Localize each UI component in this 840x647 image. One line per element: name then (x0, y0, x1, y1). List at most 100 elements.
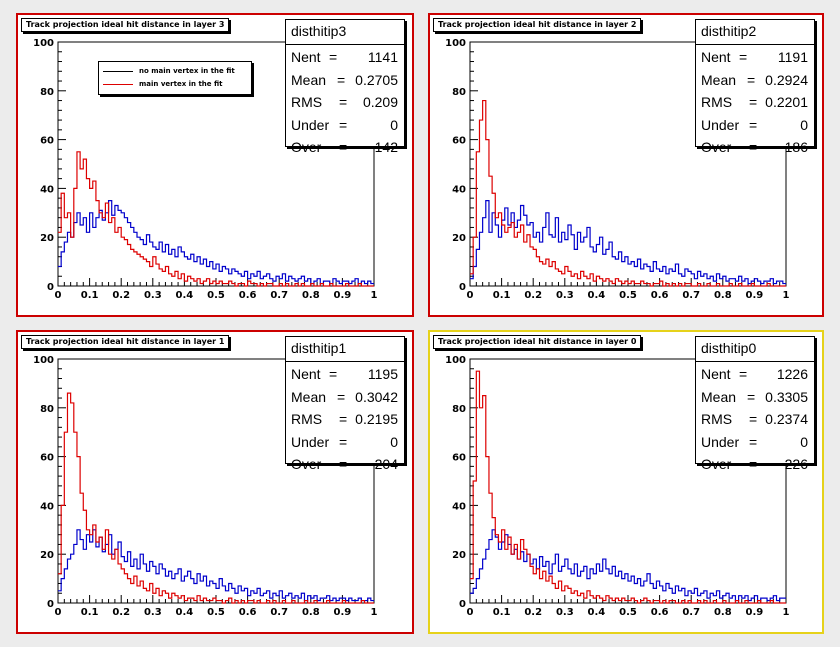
stats-label: Over (291, 139, 322, 155)
y-tick-label: 80 (40, 87, 54, 98)
stats-label: Mean (701, 388, 737, 405)
stats-equals: = (339, 94, 348, 110)
x-tick-label: 0 (467, 607, 474, 618)
stats-row-mean: Mean = 0.3042 (291, 387, 398, 407)
stats-row-under: Under = 0 (701, 115, 808, 135)
x-tick-label: 0.3 (144, 290, 162, 301)
stats-label: Nent (291, 49, 321, 65)
x-tick-label: 0.3 (556, 607, 574, 618)
stats-value: 0 (800, 433, 808, 450)
stats-value: 0 (800, 116, 808, 133)
histogram-svg-2: 0 0.1 0.2 0.3 0.4 0.5 0.6 0.7 0.8 0.9 1 0 20 40 60 80 10… (33, 355, 377, 618)
stats-row-rms: RMS = 0.2195 (291, 409, 398, 429)
x-tick-label: 0.5 (207, 607, 225, 618)
stats-equals: = (339, 456, 348, 472)
y-tick-label: 0 (459, 599, 466, 610)
x-tick-label: 0.1 (81, 607, 99, 618)
stats-value: 0.2705 (355, 71, 398, 88)
series-0-histogram (470, 200, 786, 285)
x-tick-label: 0.5 (619, 607, 637, 618)
x-tick-label: 0.4 (588, 607, 606, 618)
legend-swatch (103, 84, 133, 85)
y-tick-label: 60 (40, 453, 54, 464)
stats-equals: = (337, 388, 346, 405)
y-tick-label: 60 (40, 136, 54, 147)
y-tick-label: 60 (452, 453, 466, 464)
stats-row-over: Over = 204 (291, 454, 398, 474)
x-tick-label: 0.9 (746, 290, 764, 301)
stats-divider (696, 44, 814, 45)
x-tick-label: 0 (55, 290, 62, 301)
chart-pad-2[interactable]: 0 0.1 0.2 0.3 0.4 0.5 0.6 0.7 0.8 0.9 1 0 20 40 60 80 10… (16, 330, 414, 634)
y-tick-label: 40 (40, 501, 54, 512)
x-tick-label: 0.9 (334, 290, 352, 301)
x-tick-label: 0.3 (556, 290, 574, 301)
x-tick-label: 0.4 (176, 290, 194, 301)
stats-label: RMS (701, 94, 733, 110)
stats-name: disthitip0 (701, 340, 757, 356)
legend-label: main vertex in the fit (139, 80, 223, 88)
stats-value: 0.3305 (765, 388, 808, 405)
stats-label: RMS (291, 411, 323, 427)
stats-row-rms: RMS = 0.2201 (701, 92, 808, 112)
x-tick-label: 0.2 (524, 290, 542, 301)
stats-row-over: Over = 186 (701, 137, 808, 157)
stats-equals: = (747, 388, 756, 405)
stats-label: Under (701, 433, 740, 450)
stats-name: disthitip3 (291, 23, 347, 39)
stats-value: 0 (390, 433, 398, 450)
y-tick-label: 100 (33, 38, 54, 49)
stats-row-under: Under = 0 (701, 432, 808, 452)
x-tick-label: 0 (467, 290, 474, 301)
histogram-svg-0: 0 0.1 0.2 0.3 0.4 0.5 0.6 0.7 0.8 0.9 1 0 20 40 60 80 10… (33, 38, 377, 301)
x-tick-label: 0.7 (682, 607, 700, 618)
chart-title: Track projection ideal hit distance in l… (21, 335, 230, 349)
stats-row-nent: Nent = 1195 (291, 364, 398, 384)
y-tick-label: 20 (40, 550, 54, 561)
stats-label: Mean (701, 71, 737, 88)
x-tick-label: 0.5 (207, 290, 225, 301)
y-tick-label: 20 (452, 550, 466, 561)
y-tick-label: 80 (452, 87, 466, 98)
stats-row-mean: Mean = 0.2705 (291, 70, 398, 90)
stats-equals: = (739, 49, 748, 65)
stats-label: Mean (291, 388, 327, 405)
x-tick-label: 0.2 (112, 607, 130, 618)
stats-equals: = (749, 411, 758, 427)
stats-row-under: Under = 0 (291, 115, 398, 135)
y-tick-label: 0 (47, 599, 54, 610)
stats-value: 1191 (777, 49, 808, 65)
x-tick-label: 1 (783, 290, 790, 301)
stats-label: Over (291, 456, 322, 472)
stats-label: Nent (701, 366, 731, 382)
y-tick-label: 100 (445, 38, 466, 49)
legend-swatch (103, 71, 133, 72)
series-0-histogram (470, 529, 786, 602)
stats-equals: = (339, 139, 348, 155)
x-tick-label: 0.6 (239, 607, 257, 618)
chart-pad-3[interactable]: 0 0.1 0.2 0.3 0.4 0.5 0.6 0.7 0.8 0.9 1 0 20 40 60 80 10… (428, 330, 824, 634)
stats-value: 0 (390, 116, 398, 133)
chart-title: Track projection ideal hit distance in l… (433, 335, 642, 349)
x-tick-label: 0.1 (81, 290, 99, 301)
y-tick-label: 100 (33, 355, 54, 366)
stats-value: 0.2201 (765, 94, 808, 110)
stats-equals: = (749, 433, 758, 450)
stats-equals: = (749, 116, 758, 133)
chart-title: Track projection ideal hit distance in l… (433, 18, 642, 32)
stats-value: 1226 (776, 366, 808, 382)
series-1-histogram (58, 151, 374, 287)
stats-row-nent: Nent = 1226 (701, 364, 808, 384)
x-tick-label: 0.8 (714, 290, 732, 301)
chart-pad-0[interactable]: 0 0.1 0.2 0.3 0.4 0.5 0.6 0.7 0.8 0.9 1 0 20 40 60 80 10… (16, 13, 414, 317)
stats-value: 0.2374 (765, 411, 808, 427)
stats-label: Under (291, 433, 330, 450)
stats-equals: = (339, 433, 348, 450)
y-tick-label: 40 (452, 501, 466, 512)
stats-name: disthitip2 (701, 23, 757, 39)
stats-box: disthitip1 Nent = 1195 Mean = 0.3042 RMS = 0.2195… (285, 336, 405, 472)
chart-pad-1[interactable]: 0 0.1 0.2 0.3 0.4 0.5 0.6 0.7 0.8 0.9 1 0 20 40 60 80 10… (428, 13, 824, 317)
stats-label: RMS (291, 94, 323, 110)
stats-equals: = (339, 411, 348, 427)
stats-value: 186 (784, 139, 808, 155)
